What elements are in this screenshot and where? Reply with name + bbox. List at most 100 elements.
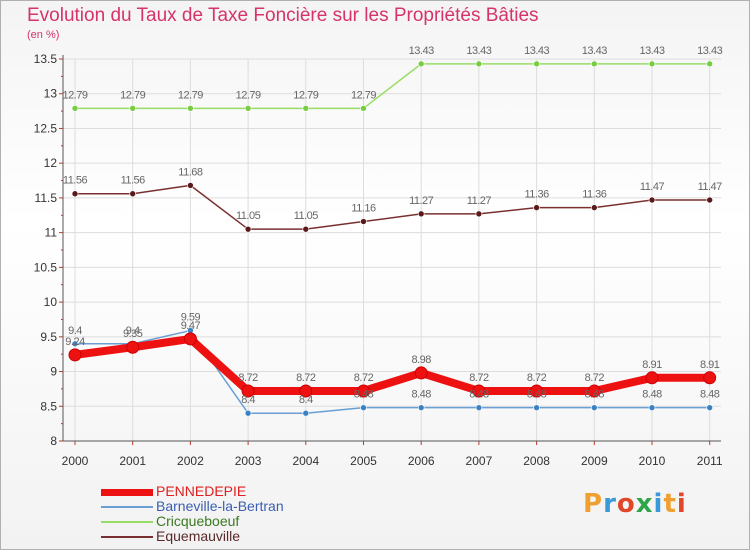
data-point <box>360 218 367 225</box>
x-tick-label: 2006 <box>408 454 435 468</box>
data-point <box>302 225 310 233</box>
data-label: 11.47 <box>698 181 723 193</box>
data-label-layer: 9.24 9.35 9.47 8.72 8.72 8.72 8.98 8.72 8.72 8.72… <box>62 45 723 406</box>
data-label: 8.72 <box>354 372 374 384</box>
y-tick-label: 11.5 <box>35 191 58 205</box>
y-tick-label: 11 <box>45 226 58 240</box>
data-label: 12.79 <box>62 89 87 101</box>
data-label: 12.79 <box>178 89 203 101</box>
series-line-0 <box>71 334 714 395</box>
data-label: 13.43 <box>582 45 607 57</box>
data-label: 8.48 <box>469 389 489 401</box>
data-label: 11.27 <box>467 195 492 207</box>
data-point <box>360 105 367 112</box>
data-label: 11.36 <box>582 189 607 201</box>
data-label: 13.43 <box>639 45 664 57</box>
data-point <box>126 340 140 354</box>
data-point <box>71 105 79 112</box>
x-tick-label: 2008 <box>523 454 550 468</box>
legend-label: PENNEDEPIE <box>156 483 247 499</box>
x-tick-label: 2005 <box>350 454 377 468</box>
logo-letter: o <box>616 489 636 519</box>
chart-title: Evolution du Taux de Taxe Foncière sur l… <box>27 5 539 26</box>
y-tick-label: 8 <box>50 434 57 448</box>
data-label: 11.05 <box>294 210 319 222</box>
legend-label: Barneville-la-Bertran <box>156 498 284 514</box>
y-tick-label: 13.5 <box>34 52 58 66</box>
data-label: 11.36 <box>524 189 549 201</box>
data-label: 8.72 <box>469 372 489 384</box>
data-label: 8.4 <box>299 394 313 406</box>
data-point <box>68 348 82 362</box>
data-label: 8.48 <box>585 389 605 401</box>
y-tick-label: 12 <box>44 156 58 170</box>
data-point <box>533 204 540 211</box>
x-tick-label: 2001 <box>119 454 146 468</box>
data-label: 9.4 <box>68 325 82 337</box>
data-point <box>417 210 425 218</box>
data-label: 11.56 <box>121 175 146 187</box>
data-point <box>302 409 310 417</box>
data-point <box>648 196 656 204</box>
data-point <box>187 182 194 189</box>
data-point <box>187 105 194 112</box>
data-point <box>648 404 656 411</box>
data-label: 8.48 <box>354 389 374 401</box>
data-point <box>475 210 483 218</box>
data-label: 9.4 <box>126 325 140 337</box>
data-label: 11.05 <box>236 210 261 222</box>
y-tick-label: 10 <box>44 295 58 309</box>
data-label: 12.79 <box>236 89 261 101</box>
axis-layer: 8 8.5 9 9.5 10 10.5 11 11.5 12 12.5 13 13.5 2000 2001… <box>34 52 723 468</box>
data-label: 8.48 <box>411 389 431 401</box>
y-tick-label: 8.5 <box>40 399 57 413</box>
data-point <box>533 60 540 68</box>
data-label: 12.79 <box>120 89 145 101</box>
data-point <box>183 332 197 346</box>
data-label: 8.72 <box>527 372 547 384</box>
data-point <box>244 409 252 417</box>
data-label: 11.27 <box>409 195 434 207</box>
data-label: 8.72 <box>296 372 316 384</box>
legend-swatch <box>101 536 153 538</box>
proxiti-logo: Proxiti <box>583 489 687 519</box>
x-tick-label: 2004 <box>292 454 319 468</box>
x-tick-label: 2009 <box>581 454 608 468</box>
legend-label: Equemauville <box>156 528 241 544</box>
data-point <box>244 225 252 233</box>
y-tick-label: 9.5 <box>40 330 57 344</box>
data-point <box>241 384 255 398</box>
data-label: 8.91 <box>642 359 662 371</box>
data-point <box>472 384 486 398</box>
x-tick-label: 2007 <box>466 454 493 468</box>
data-point <box>414 366 428 380</box>
data-label: 11.16 <box>351 203 376 215</box>
data-label: 11.56 <box>63 175 88 187</box>
y-tick-label: 13 <box>44 87 58 101</box>
x-tick-label: 2010 <box>639 454 666 468</box>
logo-letter: r <box>603 489 617 519</box>
logo-letter: i <box>676 489 687 519</box>
data-point <box>706 60 714 68</box>
data-label: 13.43 <box>697 45 722 57</box>
legend-swatch <box>101 521 153 523</box>
data-point <box>530 384 544 398</box>
data-point <box>587 384 601 398</box>
y-tick-label: 12.5 <box>34 121 58 135</box>
data-point <box>533 404 540 411</box>
data-point <box>129 105 136 112</box>
data-label: 8.48 <box>700 389 720 401</box>
y-tick-label: 9 <box>50 365 57 379</box>
data-point <box>475 404 483 411</box>
x-tick-label: 2000 <box>62 454 89 468</box>
data-label: 9.59 <box>181 312 201 324</box>
series-layer <box>68 60 717 417</box>
data-label: 9.47 <box>181 320 201 332</box>
x-tick-label: 2003 <box>235 454 262 468</box>
data-point <box>590 204 598 211</box>
data-label: 8.4 <box>241 394 255 406</box>
data-point <box>129 190 136 198</box>
series-line-2 <box>74 63 711 110</box>
logo-letter: x <box>635 489 654 519</box>
